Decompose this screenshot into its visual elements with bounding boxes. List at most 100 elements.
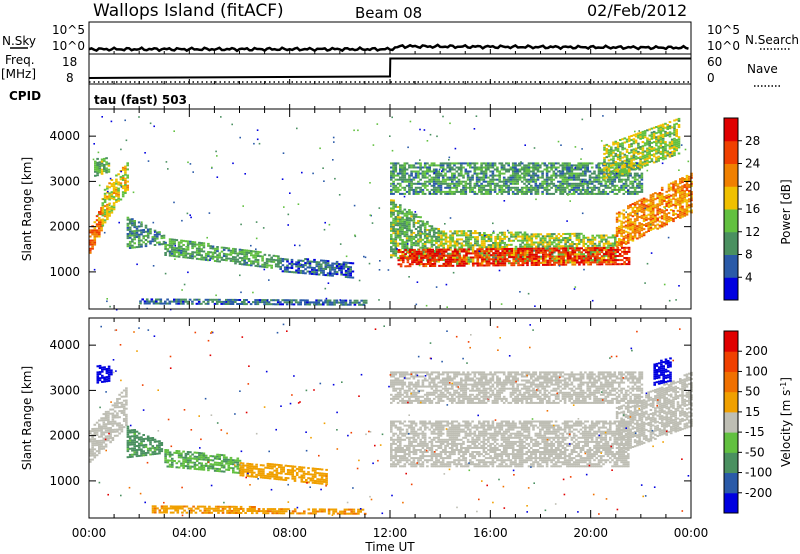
- power-cell: [674, 184, 677, 187]
- power-cell: [661, 141, 665, 144]
- power-cell: [543, 164, 547, 167]
- power-cell: [476, 238, 479, 241]
- power-cell: [493, 190, 497, 193]
- power-cell: [166, 244, 170, 247]
- power-cell: [322, 261, 325, 264]
- power-cell: [557, 186, 560, 189]
- power-cell: [557, 233, 561, 236]
- power-cell: [620, 234, 623, 237]
- power-cell: [552, 192, 556, 195]
- power-cell: [579, 188, 583, 191]
- power-cell: [433, 262, 437, 265]
- power-cell: [467, 234, 470, 237]
- power-cell: [641, 132, 645, 135]
- power-cell: [124, 188, 127, 190]
- power-cell: [521, 237, 524, 240]
- power-cell: [301, 299, 305, 302]
- power-cell: [554, 176, 558, 179]
- power-cell: [451, 168, 454, 171]
- power-cell: [553, 247, 556, 250]
- power-cell: [115, 188, 118, 191]
- power-cell: [532, 172, 535, 175]
- power-cell: [603, 169, 606, 172]
- power-cell: [498, 237, 502, 240]
- power-cell: [628, 162, 631, 165]
- power-cell: [408, 237, 411, 240]
- power-cell: [234, 301, 237, 303]
- power-cell: [137, 221, 141, 224]
- power-cell: [177, 253, 181, 256]
- power-cell: [451, 180, 454, 183]
- power-cell: [539, 241, 543, 244]
- power-cell: [518, 176, 522, 179]
- freq-strip: Freq. [MHz] 18 8 60 0 Nave: [1, 53, 782, 87]
- power-cell: [636, 186, 639, 189]
- power-cell: [184, 254, 188, 257]
- power-cell: [311, 260, 314, 263]
- power-cell: [596, 251, 599, 254]
- power-cell: [618, 248, 622, 251]
- power-cell: [410, 231, 413, 234]
- power-cell: [406, 265, 410, 268]
- power-cell: [620, 178, 623, 181]
- power-cell: [403, 233, 407, 236]
- power-cell: [463, 254, 466, 257]
- power-cell: [462, 162, 465, 165]
- power-cell: [646, 161, 649, 164]
- power-cell: [563, 178, 567, 181]
- power-cell: [679, 216, 682, 219]
- power-cell: [633, 190, 637, 193]
- power-cell: [685, 207, 689, 210]
- power-cell: [511, 164, 515, 167]
- freq-tick-top: 18: [62, 55, 77, 69]
- power-cell: [624, 186, 628, 189]
- power-cell: [628, 146, 631, 148]
- power-cell: [211, 257, 215, 260]
- power-cell: [584, 182, 587, 185]
- power-cell: [324, 268, 328, 270]
- power-cell: [390, 172, 393, 175]
- power-cell: [599, 180, 603, 183]
- power-cell: [417, 240, 420, 243]
- power-cell: [411, 261, 414, 264]
- power-cell: [553, 237, 556, 240]
- power-cell: [638, 174, 641, 177]
- power-cell: [559, 174, 562, 177]
- power-cell: [146, 240, 150, 243]
- power-cell: [674, 202, 677, 205]
- power-cell: [532, 168, 535, 171]
- power-cell: [502, 190, 506, 193]
- power-cell: [542, 257, 545, 260]
- power-cell: [600, 251, 604, 254]
- power-cell: [661, 148, 665, 150]
- power-cell: [91, 247, 94, 250]
- power-cell: [622, 186, 626, 189]
- power-cell: [423, 186, 427, 189]
- power-cell: [415, 259, 419, 261]
- power-cell: [100, 168, 104, 171]
- power-cell: [665, 217, 668, 220]
- power-cell: [241, 253, 244, 256]
- power-cell: [173, 251, 176, 253]
- power-cell: [509, 180, 513, 183]
- power-cell: [548, 251, 552, 254]
- power-cell: [649, 224, 653, 227]
- power-cell: [521, 249, 525, 252]
- power-cell: [638, 226, 641, 229]
- power-cell: [137, 235, 141, 238]
- power-cell: [656, 193, 659, 196]
- power-cell: [537, 247, 541, 250]
- power-cell: [541, 261, 545, 264]
- power-cell: [412, 238, 416, 240]
- power-cell: [243, 261, 246, 264]
- power-cell: [112, 192, 116, 194]
- power-cell: [523, 260, 527, 262]
- power-cell: [403, 224, 407, 227]
- power-cell: [638, 205, 641, 208]
- power-cell: [656, 227, 659, 230]
- power-cell: [661, 154, 665, 157]
- power-cell: [198, 252, 201, 254]
- power-cell: [133, 236, 136, 239]
- power-cell: [588, 180, 592, 183]
- power-cell: [512, 239, 515, 242]
